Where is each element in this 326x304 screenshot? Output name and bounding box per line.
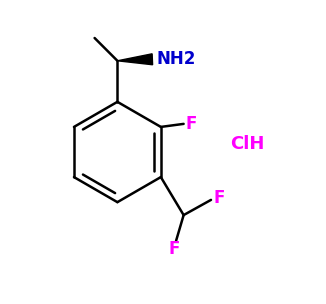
Text: ClH: ClH — [230, 135, 264, 154]
Text: F: F — [185, 115, 197, 133]
Text: NH2: NH2 — [157, 50, 196, 68]
Polygon shape — [117, 54, 153, 65]
Text: F: F — [169, 240, 180, 257]
Text: F: F — [214, 189, 225, 207]
